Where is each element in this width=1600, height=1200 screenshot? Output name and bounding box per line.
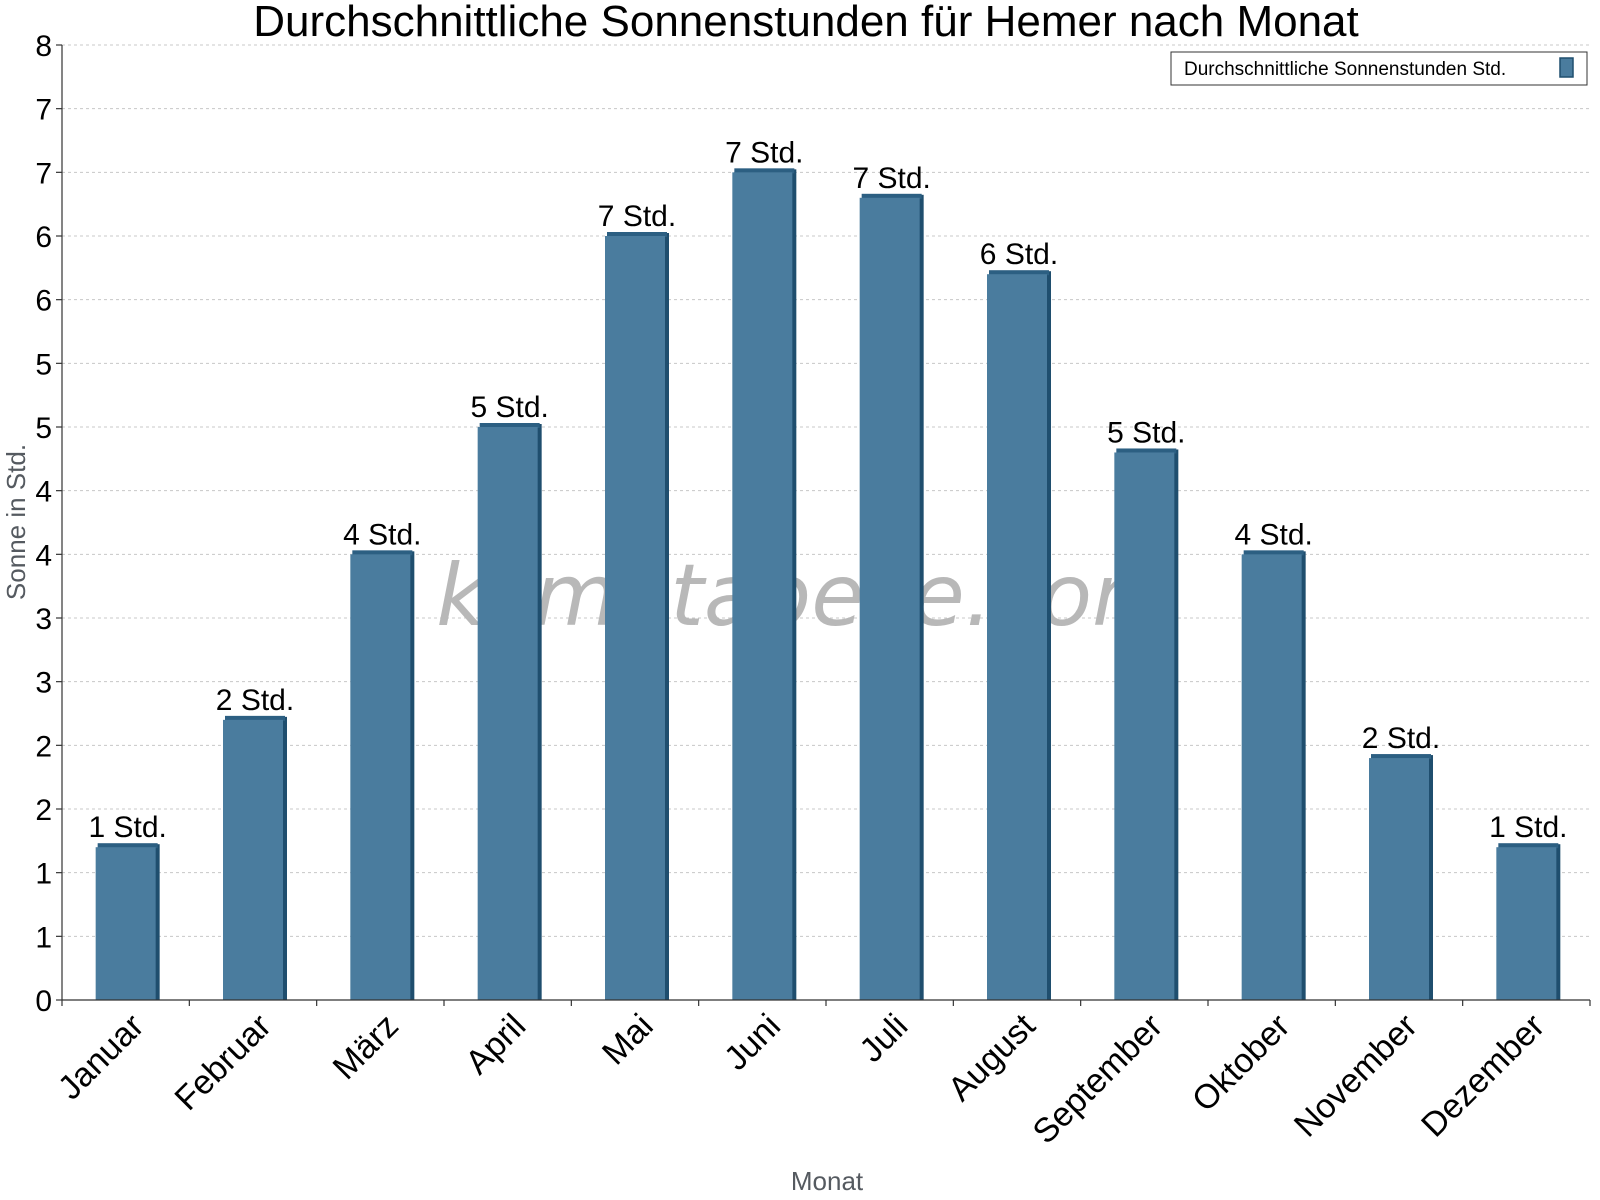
bar-top	[225, 715, 285, 721]
bar-side	[1173, 449, 1179, 1000]
x-tick-label: August	[941, 1006, 1043, 1108]
x-axis-ticks: Januar Februar März April Mai Juni Juli AugustS…	[51, 1000, 1591, 1151]
y-tick-label: 3	[35, 667, 52, 700]
bar-side	[1555, 844, 1561, 1000]
bar-top	[861, 193, 922, 199]
x-tick-label: März	[326, 1007, 406, 1087]
legend-label: Durchschnittliche Sonnenstunden Std.	[1184, 59, 1506, 80]
bar-side	[1300, 551, 1306, 1000]
data-label: 6 Std.	[980, 238, 1058, 271]
bar	[732, 172, 793, 1001]
chart-title: Durchschnittliche Sonnenstunden für Heme…	[253, 0, 1359, 46]
y-tick-label: 3	[35, 603, 52, 636]
bar	[350, 554, 411, 1000]
data-label: 4 Std.	[1234, 518, 1312, 551]
y-tick-label: 7	[35, 157, 52, 190]
data-label: 4 Std.	[343, 518, 421, 551]
data-label: 2 Std.	[216, 684, 294, 717]
x-tick-label: Oktober	[1185, 1007, 1297, 1119]
bar-top	[989, 270, 1049, 276]
bar-top	[352, 550, 413, 556]
bar-side	[791, 169, 797, 1001]
bar-top	[479, 423, 540, 428]
y-tick-label: 1	[35, 858, 52, 891]
legend-box	[1170, 51, 1588, 86]
x-tick-label: Juni	[717, 1007, 788, 1078]
bar-top	[1243, 550, 1304, 556]
bars-layer: 1 Std. 2 Std. 4 Std. 5 Std. 7 Std. 7 Std. 7 St…	[88, 136, 1568, 1001]
data-label: 2 Std.	[1362, 722, 1440, 755]
y-tick-label: 7	[35, 94, 52, 127]
x-axis-title: Monat	[791, 1166, 864, 1196]
x-tick-label: Mai	[595, 1007, 661, 1073]
x-tick-label: Dezember	[1414, 1007, 1552, 1145]
bar-side	[664, 233, 669, 1000]
grid-layer	[62, 44, 1590, 937]
data-label: 5 Std.	[470, 391, 548, 424]
bar	[1241, 554, 1302, 1000]
data-label: 5 Std.	[1107, 416, 1185, 449]
bar-side	[282, 716, 287, 1000]
x-tick-label: Februar	[168, 1007, 279, 1118]
y-tick-label: 2	[35, 794, 52, 827]
bar	[1496, 847, 1557, 1000]
bar	[477, 427, 538, 1000]
y-tick-label: 6	[35, 285, 52, 318]
y-tick-label: 5	[35, 412, 52, 445]
data-label: 1 Std.	[1489, 811, 1567, 844]
data-label: 7 Std.	[725, 136, 803, 169]
y-tick-label: 4	[35, 476, 52, 509]
x-tick-label: November	[1287, 1007, 1425, 1145]
y-tick-label: 6	[35, 221, 52, 254]
x-tick-label: September	[1026, 1007, 1170, 1151]
watermark: klimatabelle.com	[436, 546, 1176, 646]
bar	[95, 847, 156, 1000]
y-axis-ticks: 0 1 1 2 2 3 3 4 4 5 5 6 6 7 7 8	[35, 30, 62, 1018]
y-tick-label: 4	[35, 539, 52, 572]
y-tick-label: 0	[35, 985, 52, 1018]
x-tick-label: April	[458, 1007, 533, 1082]
axes-layer	[61, 45, 1590, 1001]
data-label: 7 Std.	[598, 200, 676, 233]
bar-side	[1046, 271, 1051, 1000]
data-label: 1 Std.	[88, 811, 166, 844]
bar	[605, 236, 665, 1000]
x-tick-label: Juli	[852, 1007, 915, 1070]
legend-swatch	[1559, 57, 1574, 78]
bar-top	[607, 232, 667, 237]
bar-side	[536, 424, 542, 1000]
bar-side	[409, 551, 415, 1000]
bar-side	[154, 844, 160, 1000]
bar	[987, 274, 1047, 1000]
legend: Durchschnittliche Sonnenstunden Std.	[1170, 51, 1588, 86]
bar-side	[1428, 755, 1433, 1000]
bar-side	[918, 194, 924, 1001]
bar	[223, 719, 283, 1000]
y-axis-title: Sonne in Std.	[1, 444, 31, 600]
y-tick-label: 1	[35, 921, 52, 954]
y-tick-label: 2	[35, 730, 52, 763]
bar	[1369, 758, 1429, 1000]
bar-top	[1498, 843, 1559, 849]
bar	[1114, 452, 1175, 1000]
bar-top	[1116, 448, 1177, 454]
bar-top	[1371, 754, 1431, 760]
data-label: 7 Std.	[852, 162, 930, 195]
x-tick-label: Januar	[51, 1007, 151, 1107]
y-tick-label: 5	[35, 348, 52, 381]
bar-top	[97, 843, 158, 849]
bar-top	[734, 168, 795, 174]
bar	[859, 197, 920, 1001]
y-tick-label: 8	[35, 30, 52, 63]
